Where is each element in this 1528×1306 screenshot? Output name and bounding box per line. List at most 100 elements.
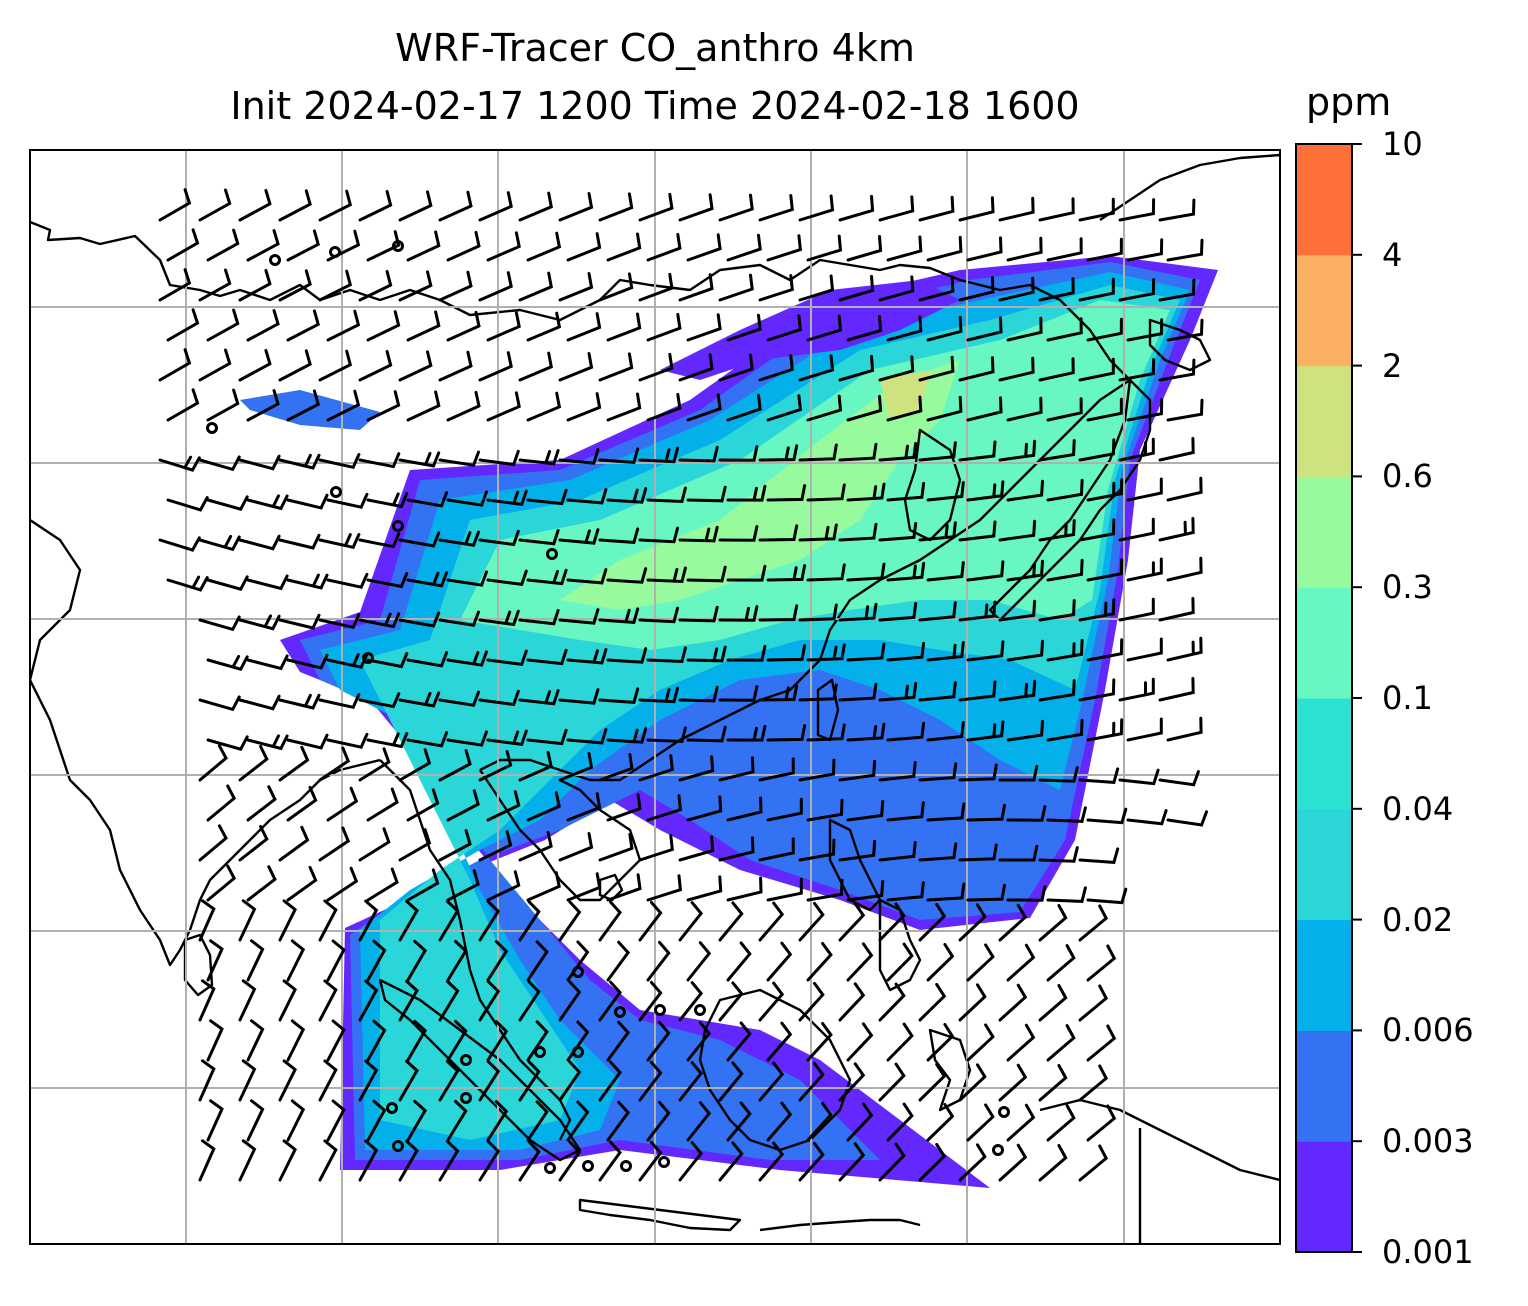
wind-barb <box>406 939 428 982</box>
map-title-line2: Init 2024-02-17 1200 Time 2024-02-18 160… <box>230 84 1080 128</box>
wind-barb <box>438 829 472 862</box>
wind-barb <box>1046 806 1087 823</box>
wind-barb <box>406 1019 428 1062</box>
wind-barb <box>966 560 1005 582</box>
wind-barb <box>798 443 838 462</box>
wind-barb <box>486 649 528 667</box>
wind-barb <box>766 314 803 342</box>
coastline-india <box>30 519 381 967</box>
wind-barb <box>478 900 501 942</box>
wind-barb <box>726 724 767 742</box>
colorbar-bin <box>1296 254 1352 367</box>
wind-barb <box>198 348 232 382</box>
wind-barb <box>958 196 995 222</box>
wind-barb <box>966 236 1003 262</box>
wind-barb <box>678 1061 704 1102</box>
wind-barb <box>846 800 885 822</box>
calm-wind-circle <box>392 1140 404 1152</box>
wind-barb <box>358 190 393 222</box>
wind-barb <box>238 694 281 711</box>
wind-barb <box>358 692 401 709</box>
wind-barb <box>998 599 1037 622</box>
coastline-lesser-sunda <box>759 1218 921 1232</box>
wind-barb <box>806 483 846 502</box>
wind-barb <box>438 350 473 382</box>
wind-barb <box>198 1139 216 1182</box>
wind-barb <box>206 654 249 671</box>
wind-barb <box>198 979 216 1022</box>
wind-barb <box>686 565 727 583</box>
wind-barb <box>838 759 877 782</box>
wind-barb <box>198 188 232 222</box>
wind-barb <box>1118 437 1155 462</box>
wind-barb <box>558 900 582 942</box>
wind-barb <box>558 352 594 382</box>
wind-barb <box>766 394 803 422</box>
wind-barb <box>718 685 759 702</box>
wind-barb <box>446 230 481 262</box>
wind-barb <box>366 230 401 262</box>
colorbar-tick-label: 0.1 <box>1382 679 1433 717</box>
wind-barb <box>798 1141 825 1182</box>
wind-barb <box>646 940 671 982</box>
wind-barb <box>638 754 674 782</box>
wind-barb <box>1078 197 1115 222</box>
wind-barb <box>526 488 568 506</box>
wind-barb <box>806 723 846 742</box>
wind-barb <box>318 1139 338 1182</box>
wind-barb <box>1006 559 1044 582</box>
coastline-china-east <box>479 278 1132 782</box>
wind-barb <box>558 980 582 1022</box>
wind-barb <box>518 831 553 862</box>
wind-barb <box>646 726 687 744</box>
wind-barb <box>318 979 338 1022</box>
wind-barb <box>966 803 1006 822</box>
wind-barb <box>1006 1023 1036 1062</box>
wind-barb <box>806 563 846 582</box>
wind-barb <box>838 902 866 942</box>
wind-barb <box>486 870 521 902</box>
wind-barb <box>1158 517 1195 542</box>
wind-barb <box>638 686 679 704</box>
coastline-sumatra <box>378 978 582 1162</box>
wind-barb <box>958 680 997 702</box>
colorbar-bin <box>1296 808 1352 921</box>
wind-barb <box>886 641 926 662</box>
wind-barb <box>1078 984 1109 1022</box>
wind-barb <box>606 793 642 822</box>
wind-barb <box>958 440 997 462</box>
wind-barb <box>246 865 277 902</box>
wind-barb <box>1078 277 1115 302</box>
wind-barb <box>446 869 480 902</box>
wind-barb <box>758 1061 785 1102</box>
wind-barb <box>366 310 401 342</box>
wind-barb <box>278 189 312 222</box>
wind-barb <box>318 899 338 942</box>
wind-barb <box>406 868 440 902</box>
wind-barb <box>318 533 361 550</box>
wind-barb <box>678 353 714 382</box>
wind-barb <box>1038 984 1068 1022</box>
wind-barb <box>1158 677 1195 702</box>
wind-barb <box>326 1019 346 1062</box>
wind-barb <box>918 1062 947 1102</box>
shading-0.3 <box>880 370 930 420</box>
wind-barb <box>838 354 875 382</box>
wind-barb <box>606 873 642 902</box>
wind-barb <box>1086 718 1124 742</box>
calm-wind-circle <box>998 1106 1010 1118</box>
wind-barb <box>318 693 361 710</box>
calm-wind-circle <box>992 1144 1004 1156</box>
wind-barb <box>926 802 966 822</box>
wind-barb <box>966 720 1005 742</box>
coastline-philippines-luzon <box>828 818 882 912</box>
wind-barb <box>838 1062 866 1102</box>
wind-barb <box>918 441 957 462</box>
wind-barb <box>686 313 722 342</box>
coastline-hokkaido <box>1148 318 1212 372</box>
wind-barb <box>326 732 369 749</box>
wind-barb <box>1038 519 1076 542</box>
wind-barb <box>278 825 310 862</box>
wind-barb <box>758 354 794 382</box>
wind-barb <box>286 493 329 510</box>
